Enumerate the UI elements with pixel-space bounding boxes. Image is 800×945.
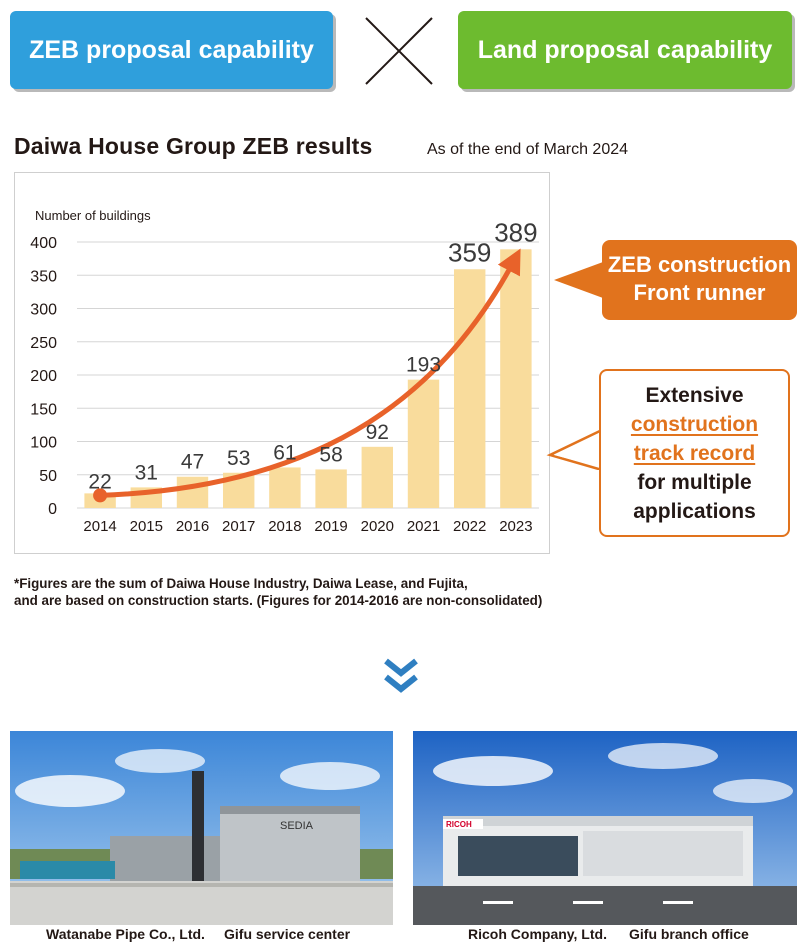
track-record-highlight-2: track record: [633, 442, 756, 465]
trend-start-dot: [93, 488, 108, 503]
chart-subtitle: As of the end of March 2024: [427, 141, 629, 158]
data-label: 22: [88, 470, 111, 493]
data-label: 359: [448, 237, 491, 267]
bar: [453, 269, 486, 508]
y-tick-label: 300: [30, 302, 57, 319]
footnote-line-2: and are based on construction starts. (F…: [14, 593, 543, 608]
x-tick-label: 2023: [499, 518, 532, 535]
data-label: 389: [494, 217, 537, 247]
data-label: 53: [227, 447, 250, 470]
bar: [361, 446, 394, 508]
x-tick-label: 2018: [268, 518, 301, 535]
x-tick-label: 2022: [453, 518, 486, 535]
front-runner-line-2: Front runner: [633, 280, 766, 305]
double-chevron-down-icon: [384, 658, 418, 693]
x-tick-label: 2020: [361, 518, 394, 535]
zeb-results-bar-chart: Number of buildings 0 50 100 150 200 250 300 350…: [30, 208, 539, 535]
data-label: 58: [319, 443, 342, 466]
data-label: 61: [273, 441, 296, 464]
bar: [500, 249, 532, 508]
bar: [176, 476, 209, 508]
right-photo-company: Ricoh Company, Ltd.: [468, 926, 607, 942]
data-label: 193: [406, 354, 441, 377]
right-photo-site: Gifu branch office: [629, 926, 749, 942]
footnote: *Figures are the sum of Daiwa House Indu…: [14, 575, 542, 609]
bar: [269, 467, 301, 508]
track-record-line-4: applications: [633, 500, 756, 523]
y-tick-label: 150: [30, 401, 57, 418]
ricoh-sign-text: RICOH: [446, 820, 472, 829]
sedia-sign-text: SEDIA: [280, 820, 314, 832]
times-icon: [365, 17, 433, 85]
left-photo-company: Watanabe Pipe Co., Ltd.: [46, 926, 205, 942]
y-tick-label: 400: [30, 235, 57, 252]
data-label: 92: [366, 421, 389, 444]
x-tick-label: 2014: [83, 518, 116, 535]
trend-arrow: [100, 248, 521, 498]
land-proposal-capability-label: Land proposal capability: [458, 11, 792, 89]
ricoh-building-photo: RICOH: [413, 731, 797, 925]
x-tick-label: 2016: [176, 518, 209, 535]
track-record-callout: Extensive construction track record for …: [599, 369, 790, 537]
bar: [407, 379, 440, 508]
data-label: 47: [181, 451, 204, 474]
footnote-line-1: *Figures are the sum of Daiwa House Indu…: [14, 576, 468, 591]
bar: [315, 469, 347, 508]
chart-title: Daiwa House Group ZEB results: [14, 133, 373, 159]
track-record-line-3: for multiple: [637, 471, 752, 494]
data-label: 31: [135, 461, 158, 484]
x-tick-label: 2017: [222, 518, 255, 535]
y-tick-label: 100: [30, 435, 57, 452]
y-tick-label: 350: [30, 268, 57, 285]
front-runner-callout: ZEB construction Front runner: [602, 240, 797, 320]
y-tick-label: 50: [39, 468, 57, 485]
track-record-line-1: Extensive: [645, 384, 744, 407]
y-tick-label: 250: [30, 335, 57, 352]
left-photo-site: Gifu service center: [224, 926, 351, 942]
y-tick-label: 0: [48, 501, 57, 518]
track-record-highlight-1: construction: [630, 413, 759, 436]
y-tick-label: 200: [30, 368, 57, 385]
x-tick-label: 2015: [130, 518, 163, 535]
y-axis-label: Number of buildings: [35, 208, 151, 223]
front-runner-line-1: ZEB construction: [607, 252, 792, 277]
zeb-proposal-capability-label: ZEB proposal capability: [10, 11, 333, 89]
x-tick-label: 2019: [314, 518, 347, 535]
x-tick-label: 2021: [407, 518, 440, 535]
chart-frame: Number of buildings 0 50 100 150 200 250 300 350…: [14, 172, 550, 554]
watanabe-pipe-building-photo: SEDIA: [10, 731, 393, 925]
